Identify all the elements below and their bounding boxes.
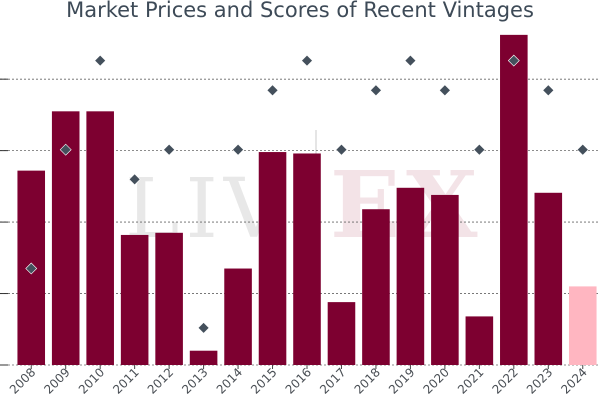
- score-marker-2024: [576, 143, 589, 156]
- bar-2022: [500, 34, 528, 366]
- bar-2014: [224, 268, 252, 365]
- score-marker-2015: [266, 84, 279, 97]
- bar-2012: [155, 232, 183, 365]
- x-tick-label: 2012: [145, 365, 176, 396]
- x-tick-label: 2018: [352, 365, 383, 396]
- bar-2020: [431, 194, 459, 365]
- x-tick-label: 2024: [558, 365, 589, 396]
- watermark-text: LIV: [125, 162, 289, 257]
- x-tick-label: 2014: [214, 365, 245, 396]
- score-marker-2017: [335, 143, 348, 156]
- score-marker-2010: [94, 54, 107, 67]
- bar-2016: [293, 153, 321, 365]
- bar-2011: [120, 234, 149, 365]
- bar-2023: [534, 192, 563, 365]
- score-marker-2021: [473, 143, 486, 156]
- x-tick-label: 2013: [179, 365, 210, 396]
- x-tick-label: 2017: [317, 365, 348, 396]
- score-marker-2014: [232, 143, 244, 156]
- score-marker-2013: [197, 321, 210, 334]
- bar-2019: [396, 187, 425, 365]
- x-tick-label: 2009: [41, 365, 72, 396]
- x-tick-label: 2015: [248, 365, 279, 396]
- x-tick-label: 2023: [524, 365, 555, 396]
- x-tick-label: 2016: [283, 365, 314, 396]
- score-marker-2012: [163, 143, 176, 156]
- x-tick-label: 2019: [386, 365, 417, 396]
- bar-2015: [258, 152, 287, 365]
- score-marker-2020: [438, 84, 451, 97]
- bar-2021: [465, 316, 494, 365]
- x-tick-label: 2011: [110, 365, 141, 396]
- bar-2018: [362, 209, 390, 365]
- score-marker-2018: [370, 84, 382, 97]
- score-marker-2022: [507, 54, 520, 67]
- bar-2013: [189, 350, 218, 365]
- score-marker-2008: [25, 262, 38, 275]
- x-tick-label: 2008: [7, 365, 38, 396]
- bar-2010: [86, 111, 114, 366]
- score-marker-2016: [301, 54, 313, 67]
- score-marker-2023: [542, 84, 555, 97]
- x-tick-label: 2021: [455, 365, 486, 396]
- x-tick-label: 2020: [421, 365, 452, 396]
- score-marker-2011: [128, 173, 141, 186]
- score-marker-2009: [59, 143, 72, 156]
- x-tick-label: 2022: [489, 365, 520, 396]
- bar-2017: [327, 302, 356, 365]
- x-tick-label: 2010: [76, 365, 107, 396]
- chart-title: Market Prices and Scores of Recent Vinta…: [66, 0, 534, 22]
- bar-2024: [568, 286, 597, 365]
- score-marker-2019: [404, 54, 417, 67]
